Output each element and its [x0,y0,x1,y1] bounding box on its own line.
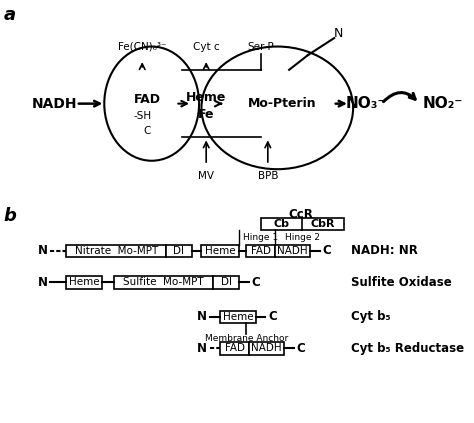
Text: Cyt b₅: Cyt b₅ [351,310,391,323]
Text: DI: DI [173,246,184,255]
Text: N: N [37,244,48,257]
Bar [249,342,284,354]
Bar [201,244,239,257]
Text: Cyt c: Cyt c [193,41,219,52]
Text: N: N [334,27,344,40]
Text: C: C [323,244,331,257]
Bar [246,244,275,257]
Text: Fe: Fe [198,108,214,121]
Text: Membrane Anchor: Membrane Anchor [205,334,288,343]
Text: Hinge 1: Hinge 1 [243,233,278,242]
Text: FAD: FAD [251,246,271,255]
Text: C: C [143,126,151,136]
Text: Cyt b₅ Reductase: Cyt b₅ Reductase [351,342,464,355]
Text: Sulfite  Mo-MPT: Sulfite Mo-MPT [123,277,204,288]
Bar [275,244,310,257]
Text: a: a [4,6,16,25]
Bar [220,310,256,323]
Text: FAD: FAD [134,93,160,106]
Text: Heme: Heme [69,277,100,288]
Text: BPB: BPB [257,170,278,181]
Text: N: N [196,310,207,323]
Text: b: b [4,207,17,225]
Text: Ser-P: Ser-P [247,41,274,52]
Text: CcR: CcR [289,208,313,220]
Text: CbR: CbR [310,219,335,229]
Text: NO₂⁻: NO₂⁻ [423,96,464,111]
Bar [66,244,166,257]
Text: NO₃⁻: NO₃⁻ [346,96,386,111]
Text: Mo-Pterin: Mo-Pterin [248,97,316,110]
Text: FAD: FAD [225,343,245,354]
Text: Cb: Cb [273,219,290,229]
Text: Heme: Heme [205,246,236,255]
Text: Nitrate  Mo-MPT: Nitrate Mo-MPT [74,246,158,255]
Text: Heme: Heme [223,312,254,321]
Text: Fe(CN)₆³⁻: Fe(CN)₆³⁻ [118,41,166,52]
Bar [213,276,239,288]
Text: MV: MV [198,170,214,181]
Bar [114,276,213,288]
Bar [220,342,249,354]
Text: C: C [252,276,260,289]
Text: C: C [297,342,305,355]
Text: Hinge 2: Hinge 2 [285,233,320,242]
Bar [166,244,192,257]
Text: NADH: NADH [251,343,282,354]
Bar [261,218,344,230]
Text: -SH: -SH [133,111,151,121]
Text: Sulfite Oxidase: Sulfite Oxidase [351,276,452,289]
Text: NADH: NR: NADH: NR [351,244,418,257]
Text: C: C [268,310,277,323]
Text: Heme: Heme [186,91,227,104]
Bar [66,276,102,288]
Text: N: N [37,276,48,289]
Text: NADH: NADH [32,96,77,111]
Text: NADH: NADH [277,246,308,255]
Text: DI: DI [221,277,232,288]
Text: N: N [196,342,207,355]
